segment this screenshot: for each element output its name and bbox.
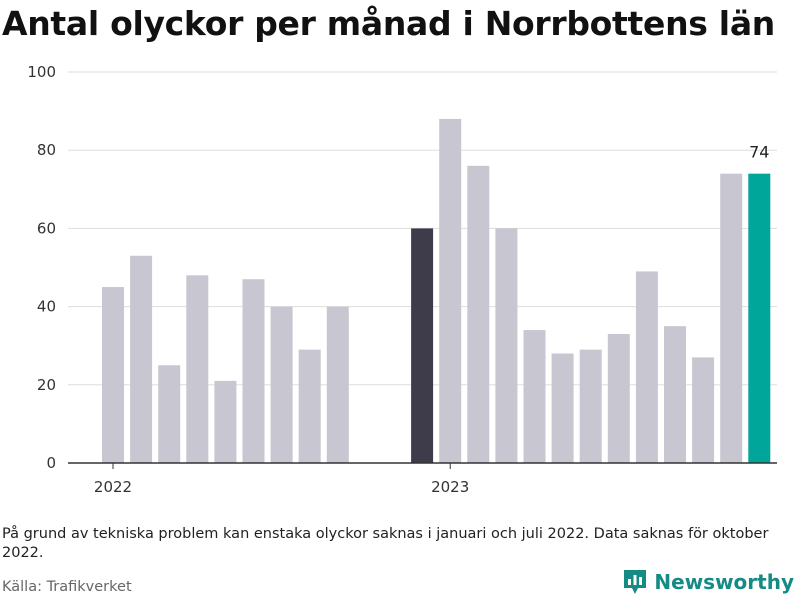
bar-2023-02 — [467, 165, 490, 463]
brand-name: Newsworthy — [654, 570, 794, 594]
bar-2022-08 — [298, 349, 321, 463]
bar-2022-03 — [158, 365, 181, 463]
bar-2022-12 — [411, 228, 434, 463]
bar-2022-01 — [102, 287, 124, 463]
bar-2022-02 — [130, 255, 153, 463]
bar-2022-05 — [214, 380, 237, 463]
bar-2023-03 — [495, 228, 518, 463]
bar-2022-07 — [270, 306, 293, 463]
bar-2022-04 — [186, 275, 209, 463]
bar-2022-09 — [326, 306, 349, 463]
bar-2023-08 — [635, 271, 658, 463]
y-tick-label: 80 — [37, 141, 56, 159]
bar-chart: 0 20 40 60 80 100 74 2022 2023 — [27, 63, 777, 496]
y-tick-label: 0 — [46, 454, 56, 472]
bar-2023-10 — [692, 357, 715, 463]
bar-2023-06 — [579, 349, 602, 463]
x-tick-label: 2023 — [431, 478, 469, 496]
bar-2023-11 — [720, 173, 743, 463]
data-label-last: 74 — [749, 143, 769, 162]
y-tick-label: 20 — [37, 376, 56, 394]
y-tick-label: 100 — [27, 63, 56, 81]
x-tick-label: 2022 — [94, 478, 132, 496]
brand-logo: Newsworthy — [622, 568, 794, 596]
chart-note: På grund av tekniska problem kan enstaka… — [2, 526, 769, 561]
bar-2023-12 — [748, 173, 771, 463]
bar-2022-06 — [242, 279, 265, 463]
x-axis: 2022 2023 — [68, 462, 777, 496]
bar-2023-07 — [607, 333, 630, 463]
y-tick-label: 60 — [37, 219, 56, 237]
bar-2023-04 — [523, 330, 546, 463]
bars: 74 — [102, 118, 771, 464]
bar-2023-05 — [551, 353, 574, 463]
source-label: Källa: Trafikverket — [2, 579, 132, 595]
bar-2023-01 — [439, 118, 462, 464]
y-tick-label: 40 — [37, 298, 56, 316]
newsworthy-logo-icon — [624, 570, 647, 594]
y-axis-ticks: 0 20 40 60 80 100 — [27, 63, 56, 472]
chart-title: Antal olyckor per månad i Norrbottens lä… — [2, 4, 775, 43]
bar-2023-09 — [664, 326, 686, 463]
